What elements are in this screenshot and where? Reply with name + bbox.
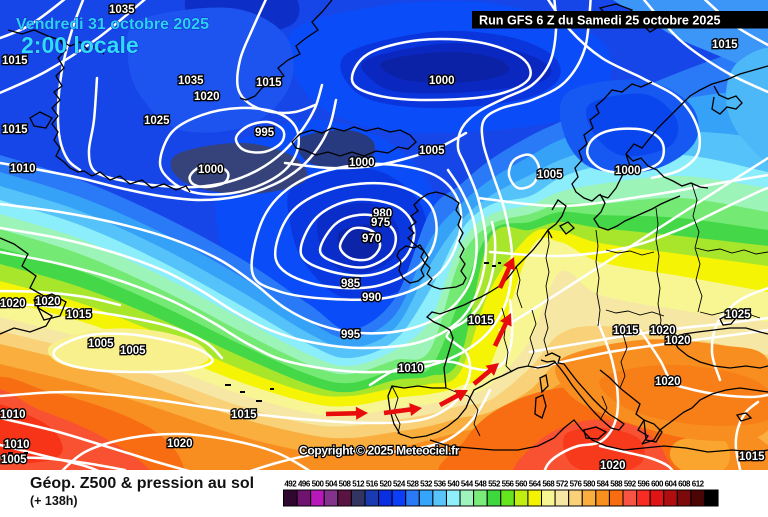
svg-text:(+ 138h): (+ 138h) xyxy=(30,494,78,508)
svg-text:1020: 1020 xyxy=(167,438,193,450)
svg-text:1020: 1020 xyxy=(665,335,691,347)
svg-text:Copyright © 2025 Meteociel.fr: Copyright © 2025 Meteociel.fr xyxy=(299,444,460,458)
svg-text:508: 508 xyxy=(339,480,352,489)
svg-text:556: 556 xyxy=(502,480,515,489)
svg-text:990: 990 xyxy=(362,292,381,304)
svg-text:584: 584 xyxy=(597,480,610,489)
svg-text:588: 588 xyxy=(610,480,623,489)
svg-text:528: 528 xyxy=(407,480,420,489)
svg-text:520: 520 xyxy=(379,480,392,489)
svg-text:572: 572 xyxy=(556,480,569,489)
svg-text:1015: 1015 xyxy=(613,325,639,337)
svg-text:544: 544 xyxy=(461,480,474,489)
svg-text:1010: 1010 xyxy=(10,163,36,175)
svg-text:Vendredi 31 octobre 2025: Vendredi 31 octobre 2025 xyxy=(16,16,209,33)
svg-text:1025: 1025 xyxy=(144,115,170,127)
svg-text:Run GFS 6 Z du Samedi 25 octob: Run GFS 6 Z du Samedi 25 octobre 2025 xyxy=(479,14,720,28)
svg-text:496: 496 xyxy=(298,480,311,489)
svg-text:552: 552 xyxy=(488,480,501,489)
svg-text:995: 995 xyxy=(255,127,275,139)
svg-text:1010: 1010 xyxy=(4,439,30,451)
svg-text:1020: 1020 xyxy=(650,325,676,337)
svg-text:1000: 1000 xyxy=(429,75,455,87)
svg-text:1035: 1035 xyxy=(109,4,135,16)
svg-text:980: 980 xyxy=(373,208,392,220)
svg-text:504: 504 xyxy=(325,480,338,489)
svg-text:2:00 locale: 2:00 locale xyxy=(21,32,139,58)
svg-text:548: 548 xyxy=(474,480,487,489)
svg-text:1005: 1005 xyxy=(1,454,27,466)
svg-text:1005: 1005 xyxy=(120,345,146,357)
svg-text:1020: 1020 xyxy=(655,376,681,388)
svg-text:1020: 1020 xyxy=(35,296,61,308)
svg-text:512: 512 xyxy=(352,480,365,489)
svg-text:536: 536 xyxy=(434,480,447,489)
svg-text:1020: 1020 xyxy=(194,91,220,103)
svg-text:1000: 1000 xyxy=(349,157,375,169)
svg-text:1000: 1000 xyxy=(198,164,224,176)
svg-text:1015: 1015 xyxy=(256,77,282,89)
svg-text:500: 500 xyxy=(312,480,325,489)
svg-text:1025: 1025 xyxy=(725,309,751,321)
svg-text:1020: 1020 xyxy=(0,298,26,310)
svg-text:568: 568 xyxy=(542,480,555,489)
svg-text:576: 576 xyxy=(570,480,583,489)
svg-text:560: 560 xyxy=(515,480,528,489)
svg-text:1015: 1015 xyxy=(66,309,92,321)
svg-text:1015: 1015 xyxy=(231,409,257,421)
svg-text:1015: 1015 xyxy=(2,124,28,136)
svg-text:596: 596 xyxy=(637,480,650,489)
svg-text:532: 532 xyxy=(420,480,433,489)
svg-text:1005: 1005 xyxy=(537,169,563,181)
svg-text:Géop. Z500 & pression au sol: Géop. Z500 & pression au sol xyxy=(30,475,254,492)
svg-text:975: 975 xyxy=(371,217,391,229)
svg-text:970: 970 xyxy=(362,233,381,245)
svg-text:1020: 1020 xyxy=(600,460,626,472)
svg-text:608: 608 xyxy=(678,480,691,489)
svg-text:580: 580 xyxy=(583,480,596,489)
svg-text:612: 612 xyxy=(692,480,705,489)
svg-text:600: 600 xyxy=(651,480,664,489)
svg-text:492: 492 xyxy=(284,480,297,489)
svg-text:516: 516 xyxy=(366,480,379,489)
svg-text:1015: 1015 xyxy=(739,451,765,463)
svg-text:592: 592 xyxy=(624,480,637,489)
svg-text:564: 564 xyxy=(529,480,542,489)
svg-text:1005: 1005 xyxy=(419,145,445,157)
svg-text:604: 604 xyxy=(665,480,678,489)
svg-text:1015: 1015 xyxy=(2,55,28,67)
svg-text:1010: 1010 xyxy=(0,409,26,421)
svg-text:1000: 1000 xyxy=(615,165,641,177)
svg-text:1015: 1015 xyxy=(468,315,494,327)
svg-text:1005: 1005 xyxy=(88,338,114,350)
svg-text:985: 985 xyxy=(341,278,361,290)
svg-text:524: 524 xyxy=(393,480,406,489)
svg-text:995: 995 xyxy=(341,329,361,341)
svg-text:540: 540 xyxy=(447,480,460,489)
svg-text:1010: 1010 xyxy=(398,363,424,375)
svg-text:1015: 1015 xyxy=(712,39,738,51)
svg-text:1035: 1035 xyxy=(178,75,204,87)
